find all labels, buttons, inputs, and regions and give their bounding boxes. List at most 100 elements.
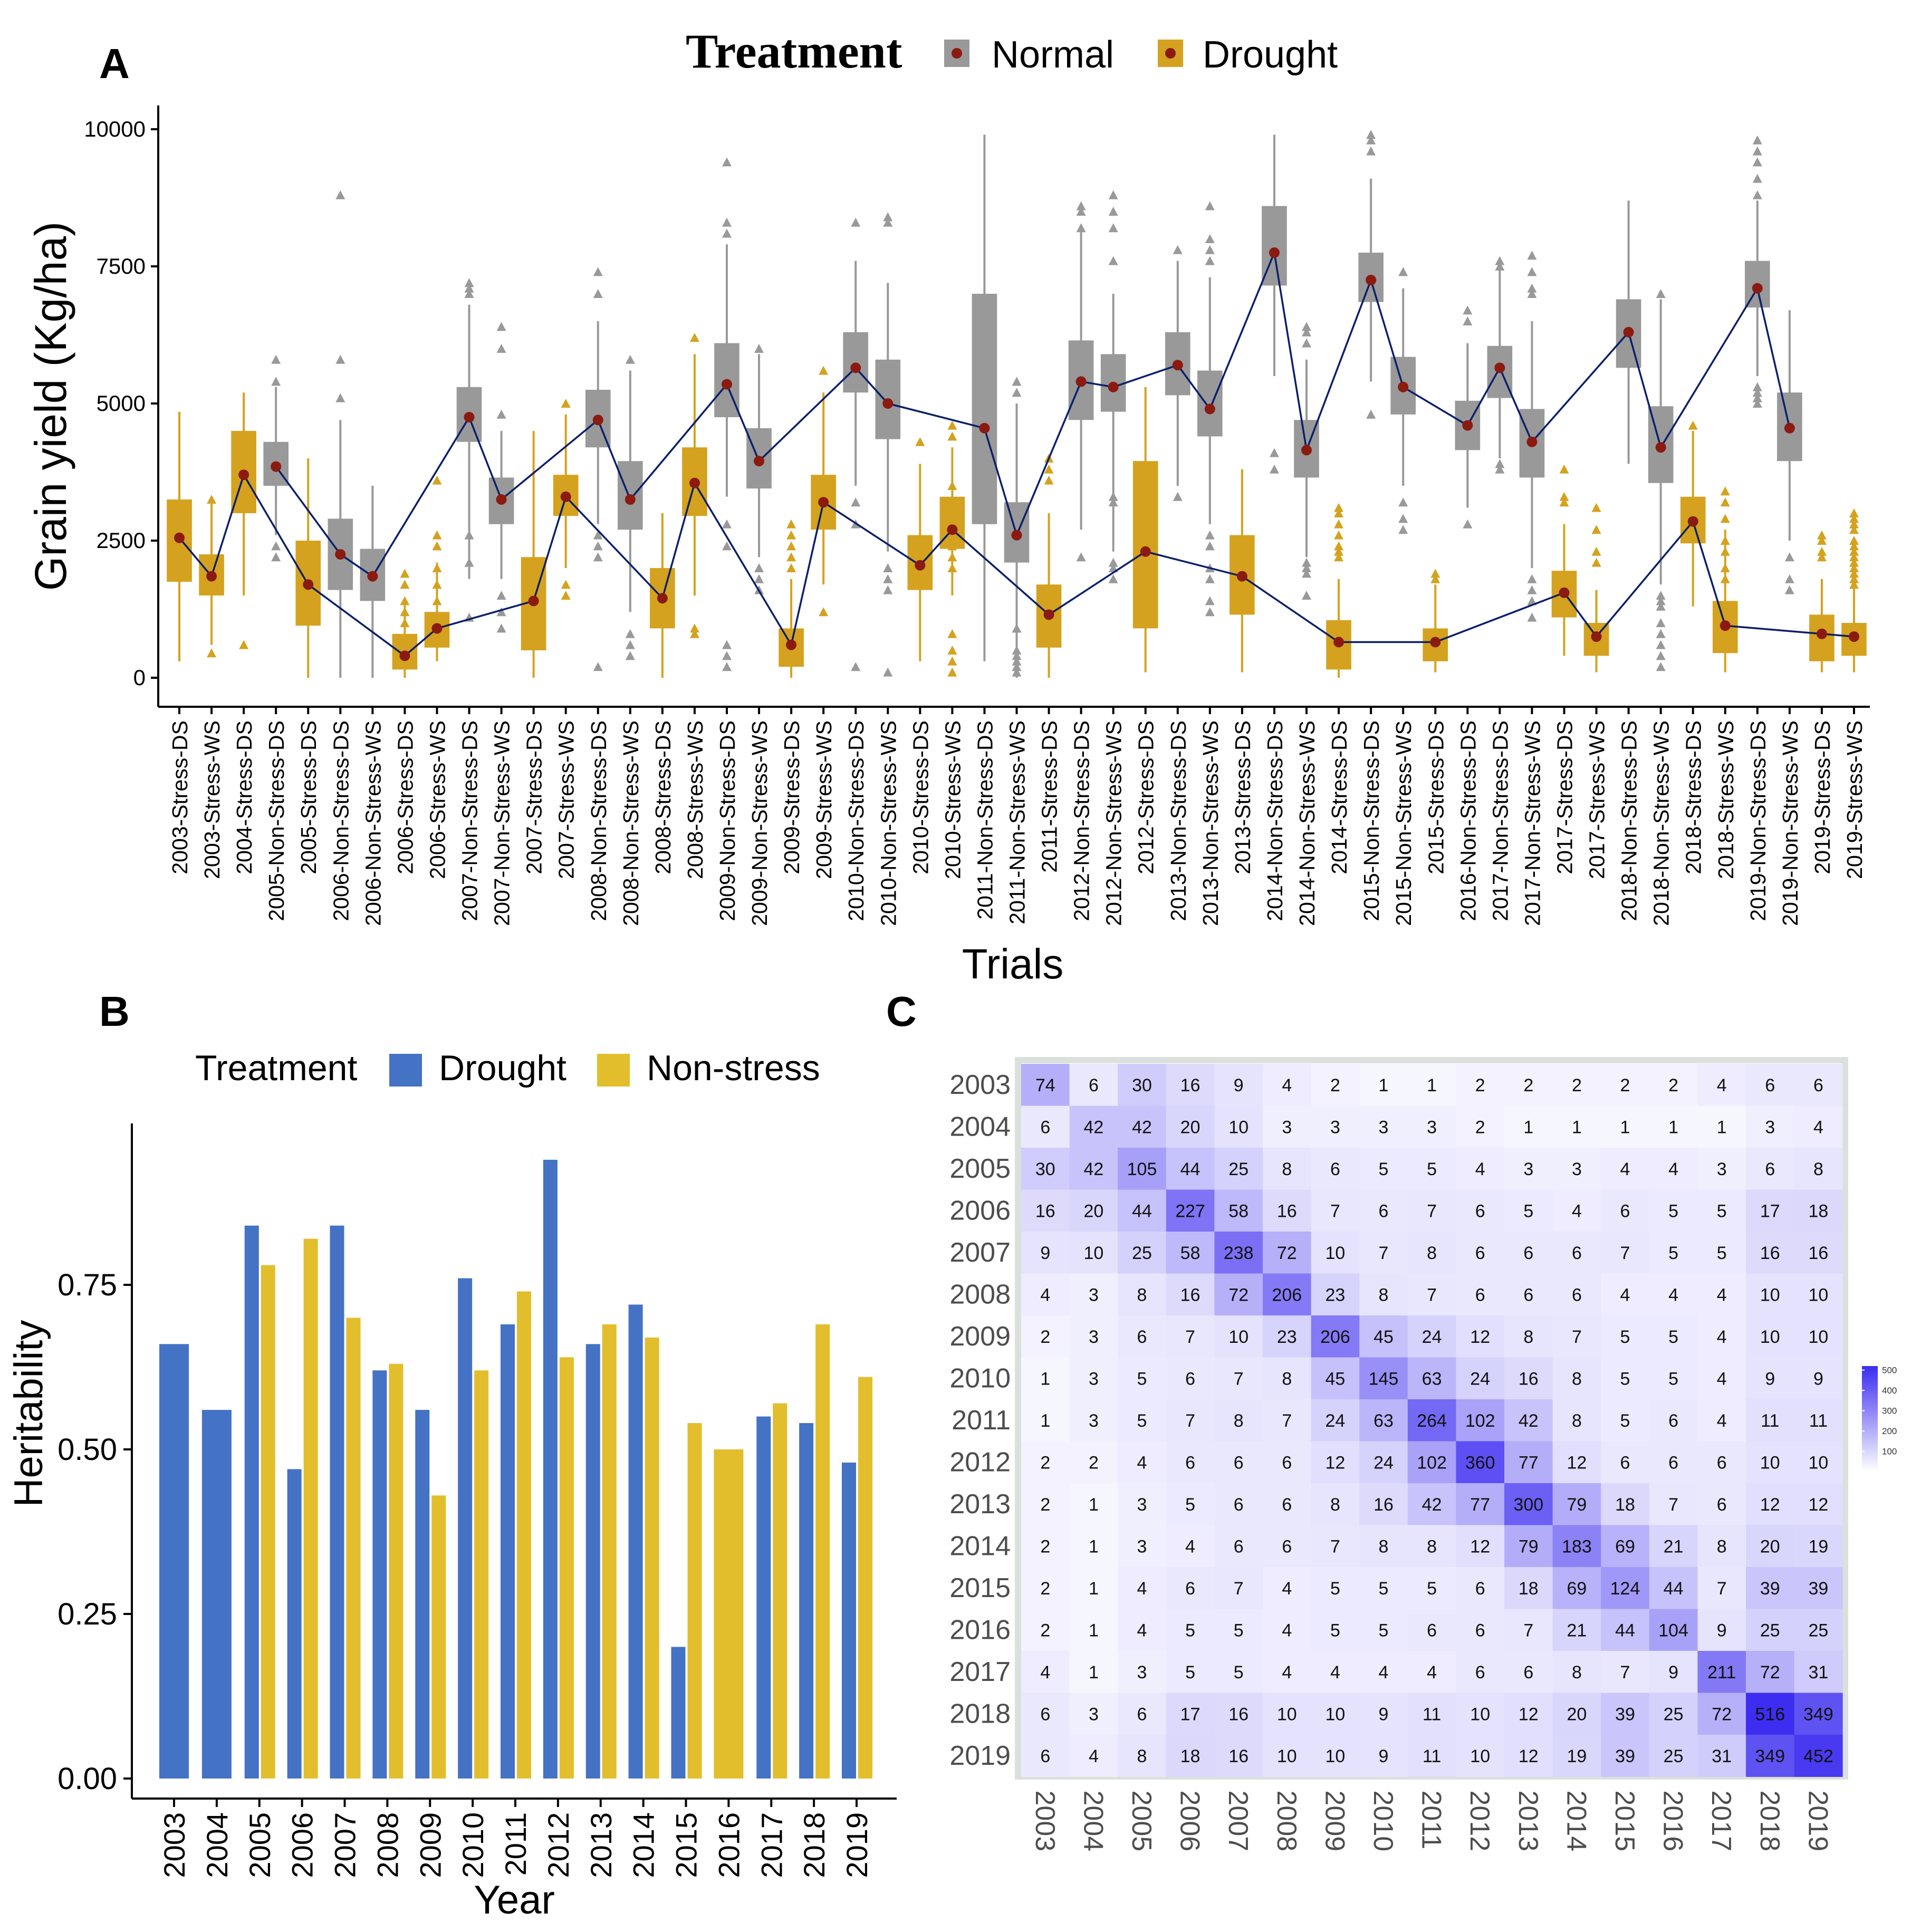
- heatmap-cell: [1697, 1441, 1746, 1484]
- outlier-point: [1656, 662, 1666, 671]
- heatmap-cell: [1214, 1232, 1263, 1274]
- outlier-point: [593, 552, 603, 562]
- outlier-point: [1334, 546, 1344, 556]
- median-point: [1075, 376, 1087, 387]
- panel-b-x-tick-label: 2008: [371, 1812, 404, 1878]
- heatmap-cell: [1118, 1148, 1167, 1190]
- heatmap-cell: [1118, 1441, 1167, 1484]
- heatmap-cell: [1649, 1525, 1698, 1568]
- bar-drought: [287, 1469, 302, 1779]
- outlier-point: [1108, 256, 1118, 265]
- heatmap-cell: [1214, 1064, 1263, 1106]
- heatmap-cell-value: 105: [1127, 1159, 1157, 1179]
- heatmap-row-label: 2019: [949, 1741, 1011, 1771]
- outlier-point: [1849, 525, 1859, 534]
- panel-a-x-tick-label: 2018-Non-Stress-WS: [1649, 720, 1674, 926]
- heatmap-cell-value: 4: [1813, 1117, 1823, 1137]
- heatmap-cell: [1601, 1399, 1650, 1441]
- outlier-point: [1591, 546, 1601, 556]
- heatmap-cell: [1601, 1064, 1650, 1106]
- bar-drought: [372, 1370, 387, 1779]
- heatmap-cell-value: 63: [1422, 1369, 1442, 1389]
- heatmap-cell: [1214, 1273, 1263, 1316]
- heatmap-cell: [1794, 1567, 1843, 1609]
- heatmap-cell: [1069, 1315, 1118, 1358]
- heatmap-cell: [1311, 1399, 1360, 1441]
- median-point: [947, 524, 958, 535]
- outlier-point: [1656, 591, 1666, 600]
- heatmap-cell: [1263, 1357, 1312, 1400]
- outlier-point: [496, 623, 506, 633]
- median-point: [1269, 247, 1280, 258]
- panel-a-legend-title: Treatment: [686, 24, 902, 78]
- heatmap-cell-value: 6: [1427, 1620, 1437, 1640]
- heatmap-cell-value: 5: [1668, 1243, 1678, 1263]
- heatmap-cell: [1359, 1399, 1408, 1441]
- heatmap-legend-tick-label: 500: [1882, 1366, 1897, 1376]
- outlier-point: [464, 289, 474, 298]
- panel-b-y-tick-label: 0.25: [57, 1597, 117, 1631]
- outlier-point: [689, 623, 699, 633]
- heatmap-cell: [1359, 1567, 1408, 1609]
- outlier-point: [947, 563, 957, 572]
- bar-nonstress: [602, 1324, 617, 1779]
- heatmap-cell: [1166, 1693, 1215, 1735]
- outlier-point: [819, 607, 829, 617]
- median-point: [1655, 442, 1666, 453]
- heatmap-cell-value: 6: [1475, 1243, 1485, 1263]
- heatmap-cell: [1166, 1441, 1215, 1484]
- outlier-point: [496, 607, 506, 617]
- heatmap-cell: [1118, 1525, 1167, 1568]
- heatmap-cell-value: 21: [1664, 1536, 1684, 1556]
- outlier-point: [593, 530, 603, 540]
- panel-a-x-tick-label: 2006-Stress-WS: [425, 720, 449, 879]
- heatmap-cell-value: 4: [1717, 1285, 1727, 1305]
- panel-b-x-tick-label: 2014: [627, 1812, 660, 1878]
- heatmap-cell: [1407, 1148, 1456, 1190]
- outlier-point: [722, 228, 732, 238]
- bar-nonstress: [431, 1495, 446, 1779]
- panel-b-xlabel: Year: [474, 1878, 555, 1923]
- heatmap-cell-value: 4: [1040, 1662, 1050, 1683]
- heatmap-cell-value: 6: [1040, 1746, 1050, 1766]
- outlier-point: [1849, 569, 1859, 578]
- heatmap-cell-value: 6: [1040, 1117, 1050, 1137]
- heatmap-cell-value: 72: [1712, 1704, 1732, 1724]
- heatmap-cell-value: 16: [1519, 1369, 1539, 1389]
- outlier-point: [947, 508, 957, 517]
- outlier-point: [1463, 305, 1473, 315]
- panel-b-x-tick-label: 2004: [200, 1812, 234, 1878]
- heatmap-cell-value: 6: [1234, 1495, 1244, 1515]
- panel-a-x-tick-label: 2018-Stress-DS: [1682, 720, 1706, 874]
- panel-c-heatmap: 74 6 30 16 9 4 2 1 1 2 2 2 2 2 4 6 66 42 42 20 10 3 3 3 3 2 1 1 1 1 1 3…: [949, 1057, 1897, 1852]
- heatmap-cell: [1697, 1399, 1746, 1441]
- outlier-point: [1849, 541, 1859, 551]
- panel-a-x-tick-label: 2007-Non-Stress-WS: [490, 720, 514, 926]
- panel-a-x-tick-label: 2017-Non-Stress-DS: [1488, 720, 1512, 921]
- heatmap-cell-value: 25: [1132, 1243, 1152, 1263]
- outlier-point: [1656, 601, 1666, 611]
- heatmap-cell-value: 4: [1427, 1662, 1437, 1683]
- outlier-point: [1173, 492, 1183, 501]
- heatmap-cell: [1697, 1315, 1746, 1358]
- heatmap-legend-bar: [1862, 1366, 1878, 1472]
- heatmap-cell: [1118, 1693, 1167, 1735]
- heatmap-cell-value: 104: [1658, 1620, 1688, 1640]
- outlier-point: [1849, 536, 1859, 545]
- heatmap-cell: [1359, 1189, 1408, 1232]
- heatmap-col-label: 2004: [1078, 1791, 1108, 1852]
- heatmap-cell-value: 72: [1228, 1285, 1248, 1305]
- median-point: [915, 560, 926, 571]
- bar-drought: [543, 1159, 558, 1779]
- heatmap-cell: [1021, 1735, 1070, 1777]
- heatmap-cell: [1021, 1483, 1070, 1525]
- panel-a-axes: 0 2500 5000 7500 10000: [84, 105, 1870, 708]
- heatmap-cell-value: 10: [1325, 1243, 1345, 1263]
- heatmap-cell-value: 6: [1765, 1159, 1775, 1179]
- heatmap-cell: [1697, 1483, 1746, 1525]
- outlier-point: [1012, 388, 1022, 397]
- outlier-point: [1108, 558, 1118, 567]
- heatmap-cell-value: 24: [1470, 1369, 1490, 1389]
- outlier-point: [1527, 267, 1537, 276]
